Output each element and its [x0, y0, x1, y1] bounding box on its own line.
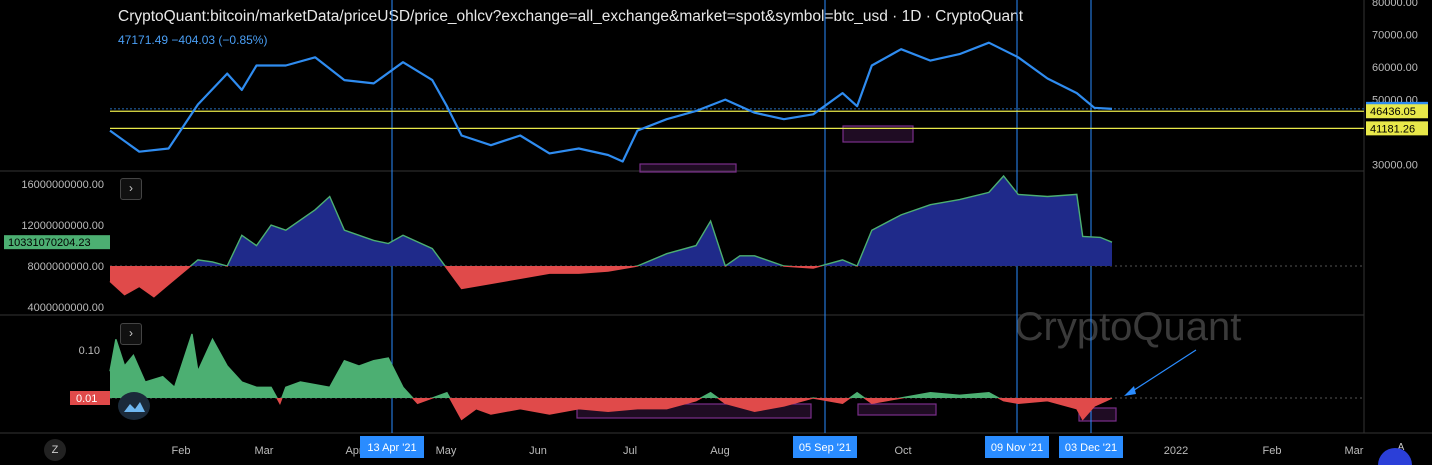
- x-tick-label: Aug: [710, 445, 730, 457]
- event-date-tag-bg: [793, 436, 857, 458]
- highlight-box: [639, 163, 737, 173]
- cap-line-below: [109, 266, 858, 298]
- price-tag-bg: [1366, 104, 1428, 119]
- current-value-tag-label: 0.01: [76, 393, 97, 405]
- annotation-arrow: [1127, 349, 1197, 395]
- highlight-box: [842, 125, 914, 143]
- x-tick-label: Mar: [1345, 445, 1364, 457]
- x-tick-label: Feb: [172, 445, 191, 457]
- y-tick-label: 70000.00: [1372, 30, 1418, 42]
- y-tick-label: 12000000000.00: [21, 220, 104, 232]
- y-tick-label: 80000.00: [1372, 0, 1418, 9]
- x-tick-label: Feb: [1263, 445, 1282, 457]
- y-tick-label: 60000.00: [1372, 62, 1418, 74]
- y-tick-label: 8000000000.00: [28, 261, 104, 273]
- ratio-line-above: [109, 333, 1112, 398]
- watermark-text: CryptoQuant: [1015, 305, 1242, 349]
- x-tick-label: Mar: [255, 445, 274, 457]
- x-tick-label: 2022: [1164, 445, 1188, 457]
- event-date-tag-label: 05 Sep '21: [799, 442, 851, 454]
- ratio-negative-area: [110, 398, 1112, 420]
- price-tag-label: 46436.05: [1370, 106, 1416, 118]
- current-value-tag-bg: [4, 235, 110, 250]
- x-tick-label: Jul: [623, 445, 637, 457]
- zoom-reset-button[interactable]: Z: [44, 439, 66, 461]
- pane-expand-button[interactable]: ›: [120, 178, 142, 200]
- event-date-tag-label: 09 Nov '21: [991, 442, 1043, 454]
- cap-line-above: [189, 174, 1113, 266]
- y-tick-label: 16000000000.00: [21, 179, 104, 191]
- y-tick-label: 0.10: [79, 345, 100, 357]
- auto-scale-button[interactable]: A: [1397, 442, 1405, 453]
- event-date-tag-bg: [985, 436, 1049, 458]
- y-tick-label: 4000000000.00: [28, 302, 104, 314]
- x-tick-label: May: [436, 445, 457, 457]
- x-tick-label: Jun: [529, 445, 547, 457]
- chat-icon[interactable]: [1378, 448, 1412, 465]
- cap-positive-area: [110, 176, 1112, 266]
- x-tick-label: Apr: [345, 445, 362, 457]
- event-date-tag-bg: [1059, 436, 1123, 458]
- event-date-tag-label: 03 Dec '21: [1065, 442, 1117, 454]
- pane-expand-button[interactable]: ›: [120, 323, 142, 345]
- price-tag-bg: [1366, 121, 1428, 136]
- y-tick-label: 30000.00: [1372, 160, 1418, 172]
- price-readout: 47171.49 −404.03 (−0.85%): [118, 33, 268, 47]
- current-value-tag-label: 10331070204.23: [8, 237, 91, 249]
- ratio-line-below: [276, 398, 1113, 421]
- price-tag-label: 41181.26: [1370, 123, 1415, 135]
- event-date-tag-label: 13 Apr '21: [367, 442, 416, 454]
- annotation-arrow-head: [1124, 386, 1136, 396]
- current-value-tag-bg: [70, 391, 110, 405]
- highlight-box: [857, 403, 937, 416]
- chart-title: CryptoQuant:bitcoin/marketData/priceUSD/…: [118, 8, 1024, 25]
- price-series-line: [109, 41, 1113, 163]
- ratio-positive-area: [110, 334, 1112, 398]
- x-tick-label: Oct: [894, 445, 911, 457]
- cryptoquant-logo-icon: [118, 392, 150, 420]
- event-date-tag-bg: [360, 436, 424, 458]
